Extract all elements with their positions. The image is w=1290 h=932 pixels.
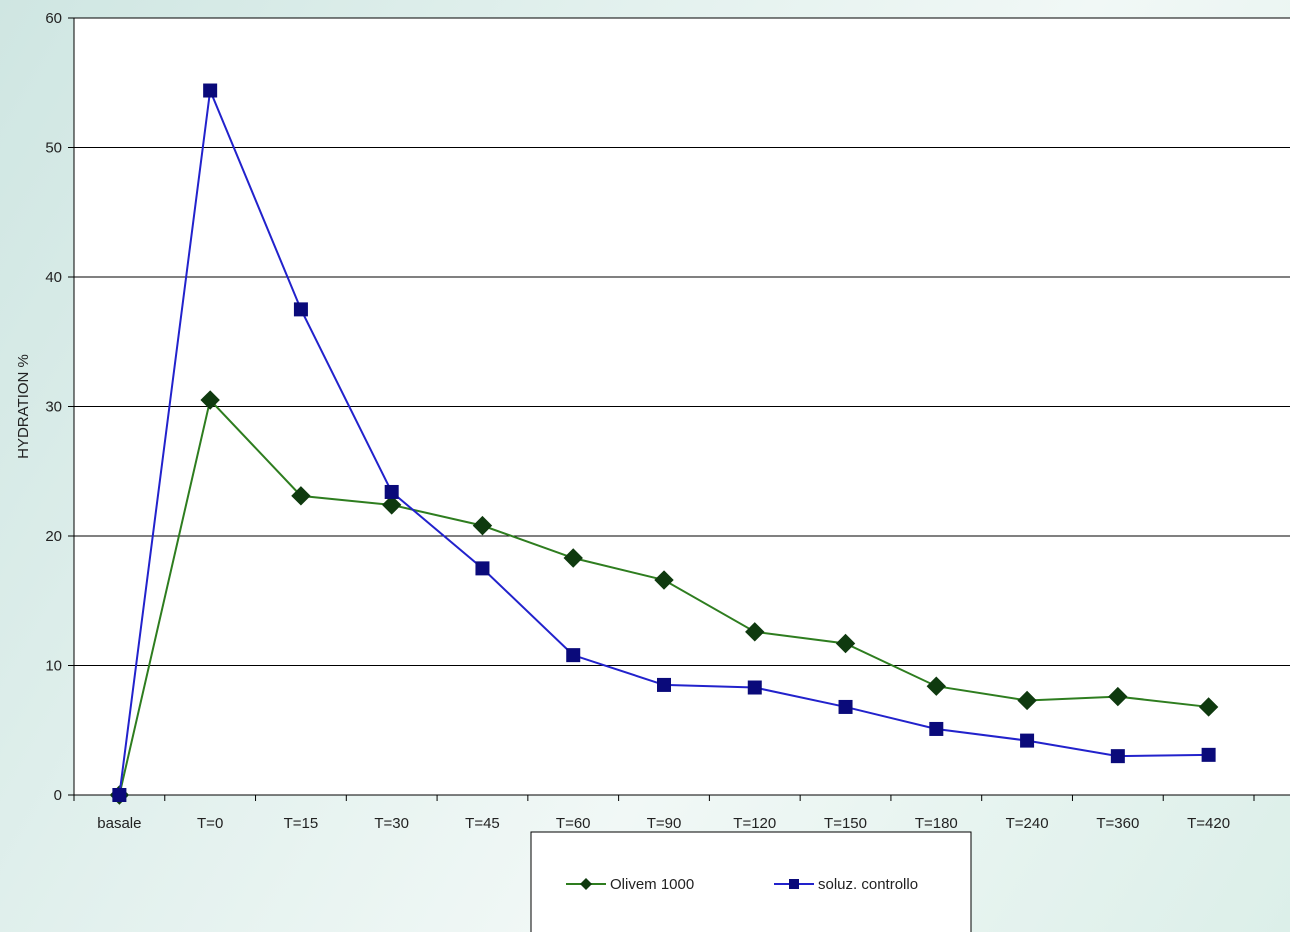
series-2 (112, 83, 1216, 802)
data-point (563, 548, 583, 568)
data-point (566, 648, 581, 663)
data-point (1108, 686, 1128, 707)
data-point (384, 484, 399, 499)
data-point (747, 680, 762, 695)
gridlines (74, 17, 1290, 666)
y-tick-label: 10 (45, 658, 62, 675)
x-tick-label: T=15 (284, 815, 319, 832)
series-1 (109, 390, 1219, 805)
data-point (203, 83, 218, 98)
x-tick-label: T=90 (647, 815, 682, 832)
data-point (112, 788, 127, 802)
data-point (657, 677, 671, 692)
x-tick-label: T=60 (556, 815, 591, 832)
data-point (1201, 747, 1216, 762)
data-point (1110, 749, 1125, 764)
x-tick-label: T=360 (1096, 815, 1139, 832)
x-tick-label: T=120 (733, 815, 776, 832)
data-point (475, 561, 490, 576)
x-axis-ticks: basale T=0 T=15 T=30 T=45 T=60 T=90 T=120 T=150 T… (73, 795, 1255, 832)
y-axis-ticks: 0 10 20 30 40 50 60 (45, 10, 74, 804)
data-point (1020, 733, 1035, 748)
legend-swatch-marker (789, 879, 799, 889)
legend-swatch-marker (580, 878, 592, 890)
data-point (926, 676, 947, 696)
x-tick-label: T=240 (1006, 815, 1049, 832)
data-point (1198, 697, 1219, 717)
legend-label: Olivem 1000 (610, 876, 694, 893)
y-tick-label: 60 (45, 10, 62, 27)
data-point (293, 302, 308, 317)
data-point (654, 570, 674, 590)
data-point (381, 495, 402, 515)
y-tick-label: 50 (45, 140, 62, 157)
series-group (109, 83, 1219, 805)
x-tick-label: T=30 (374, 815, 409, 832)
data-point (838, 699, 853, 714)
x-tick-label: T=180 (915, 815, 958, 832)
y-tick-label: 20 (45, 528, 62, 545)
data-point (291, 486, 311, 506)
y-axis-label: HYDRATION % (15, 354, 32, 459)
y-tick-label: 30 (45, 399, 62, 416)
y-tick-label: 40 (45, 269, 62, 286)
legend-label: soluz. controllo (818, 876, 918, 893)
x-tick-label: T=45 (465, 815, 500, 832)
legend-box (530, 831, 972, 932)
data-point (1017, 690, 1037, 711)
data-point (929, 721, 944, 736)
data-point (472, 515, 493, 536)
y-tick-label: 0 (54, 787, 62, 804)
legend: Olivem 1000 soluz. controllo (530, 831, 972, 932)
data-point (745, 622, 765, 642)
x-tick-label: basale (97, 815, 141, 832)
x-tick-label: T=150 (824, 815, 867, 832)
x-tick-label: T=420 (1187, 815, 1230, 832)
x-tick-label: T=0 (197, 815, 223, 832)
data-point (835, 633, 856, 654)
data-point (200, 390, 220, 410)
